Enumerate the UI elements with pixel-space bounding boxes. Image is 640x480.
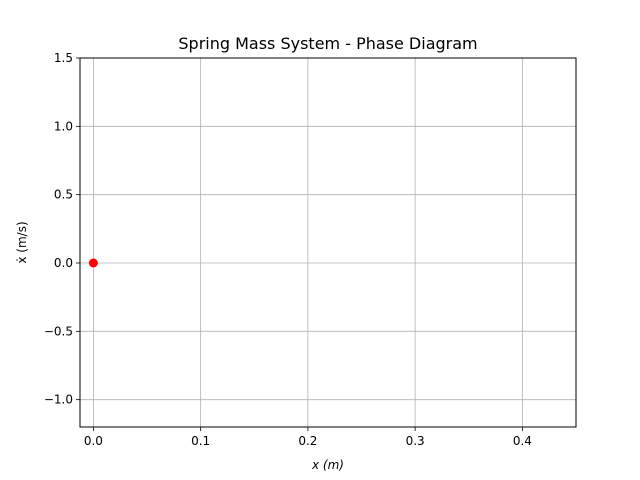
data-series: [88, 258, 98, 268]
x-tick-label: 0.2: [298, 434, 317, 448]
x-tick-label: 0.3: [406, 434, 425, 448]
x-axis-label: x (m): [311, 458, 344, 472]
phase-point: [88, 258, 98, 268]
y-tick-label: 0.0: [54, 256, 73, 270]
y-tick-label: −1.0: [44, 393, 73, 407]
chart-title: Spring Mass System - Phase Diagram: [178, 34, 477, 53]
y-tick-label: −0.5: [44, 324, 73, 338]
x-tick-label: 0.0: [84, 434, 103, 448]
x-axis-ticks: 0.0 0.1 0.2 0.3 0.4: [84, 427, 532, 448]
y-tick-label: 1.0: [54, 119, 73, 133]
y-axis-ticks: −1.0 −0.5 0.0 0.5 1.0 1.5: [44, 51, 80, 407]
x-tick-label: 0.1: [191, 434, 210, 448]
x-tick-label: 0.4: [513, 434, 532, 448]
plot-area-frame: [79, 57, 577, 428]
y-tick-label: 1.5: [54, 51, 73, 65]
y-tick-label: 0.5: [54, 188, 73, 202]
y-axis-label: ẋ (m/s): [15, 221, 29, 263]
